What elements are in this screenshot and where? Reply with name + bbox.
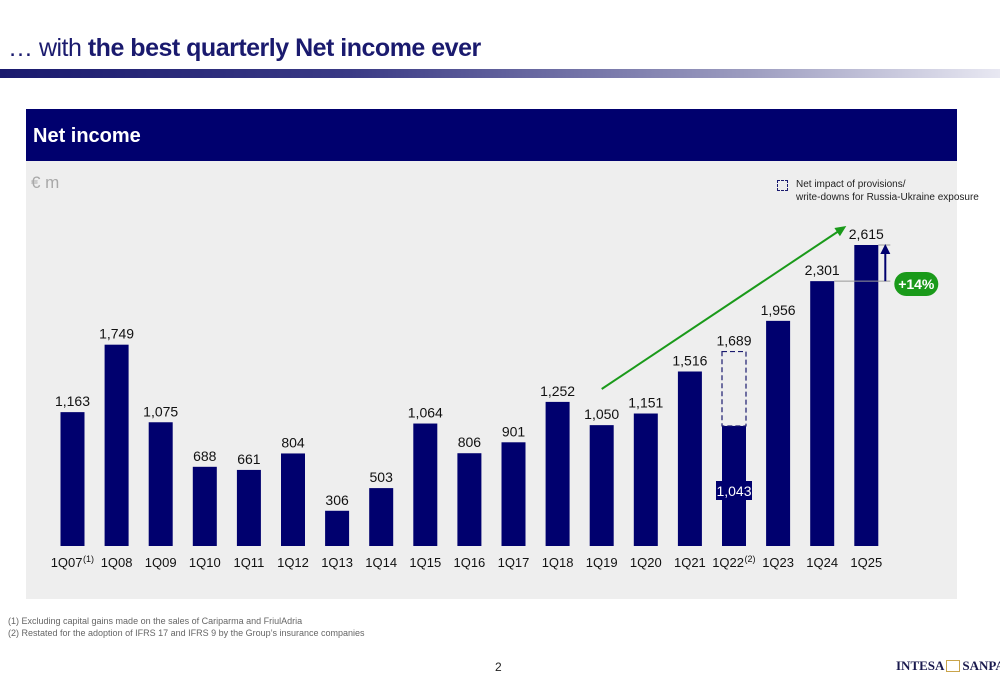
growth-badge [894, 272, 939, 296]
x-tick-1q08: 1Q08 [101, 555, 133, 570]
value-label-1q17: 901 [502, 423, 526, 439]
bar-1q08 [104, 344, 129, 546]
value-label-1q11: 661 [237, 451, 261, 467]
trend-arrow-line [601, 229, 841, 390]
logo-left-text: INTESA [896, 658, 945, 673]
x-tick-1q18: 1Q18 [542, 555, 574, 570]
x-tick-1q25: 1Q25 [850, 555, 882, 570]
bar-1q07 [60, 412, 85, 546]
x-tick-1q20: 1Q20 [630, 555, 662, 570]
page-title-main: the best quarterly Net income ever [87, 34, 481, 62]
x-tick-1q10: 1Q10 [189, 555, 221, 570]
growth-badge-label: +14% [898, 276, 935, 292]
value-label-1q19: 1,050 [584, 406, 619, 422]
page-title-prefix: … with [8, 34, 88, 62]
unit-label: € m [31, 173, 60, 192]
x-tick-1q15: 1Q15 [409, 555, 441, 570]
value-label-1q08: 1,749 [99, 326, 134, 342]
x-tick-1q21: 1Q21 [674, 555, 706, 570]
value-label-1q15: 1,064 [408, 405, 443, 421]
x-tick-1q09: 1Q09 [145, 555, 177, 570]
x-tick-1q12: 1Q12 [277, 555, 309, 570]
bar-1q14 [369, 488, 394, 546]
logo-mark-icon [946, 660, 961, 672]
value-label-1q13: 306 [325, 492, 349, 508]
value-label-1q18: 1,252 [540, 383, 575, 399]
x-tick-1q19: 1Q19 [586, 555, 618, 570]
x-tick-superscript-1q07: (1) [83, 554, 94, 564]
value-label-1q21: 1,516 [672, 353, 707, 369]
chart-panel: Net income € m Net impact of provisions/… [26, 109, 979, 599]
bar-1q21 [677, 371, 702, 546]
x-tick-1q24: 1Q24 [806, 555, 838, 570]
x-tick-1q14: 1Q14 [365, 555, 397, 570]
bar-1q10 [192, 466, 217, 546]
panel-title: Net income [33, 125, 141, 147]
x-tick-1q16: 1Q16 [453, 555, 485, 570]
legend-line-2: write-downs for Russia-Ukraine exposure [796, 192, 979, 203]
title-rule [0, 69, 1000, 78]
value-label-1q10: 688 [193, 448, 217, 464]
bar-1q09 [148, 422, 173, 546]
bar-1q17 [501, 442, 526, 546]
value-label-1q12: 804 [281, 434, 305, 450]
x-tick-superscript-1q22: (2) [745, 554, 756, 564]
adjusted-value-label: 1,689 [716, 333, 751, 349]
bar-1q16 [457, 453, 482, 546]
bar-1q23 [766, 320, 791, 546]
footnote-1: (1) Excluding capital gains made on the … [8, 616, 303, 626]
bar-1q24 [810, 281, 835, 546]
footnote-2: (2) Restated for the adoption of IFRS 17… [8, 628, 365, 638]
legend-text: Net impact of provisions/ write-downs fo… [796, 178, 979, 204]
adjusted-outline-1q22 [721, 350, 747, 427]
bar-1q18 [545, 401, 570, 546]
legend-line-1: Net impact of provisions/ [796, 179, 906, 190]
value-label-1q23: 1,956 [761, 302, 796, 318]
company-logo: INTESA SANPAOLO [896, 658, 1000, 674]
value-label-1q20: 1,151 [628, 395, 663, 411]
inner-label-bg [716, 481, 752, 500]
x-tick-1q07: 1Q07 [51, 555, 83, 570]
page-title: … with the best quarterly Net income eve… [8, 34, 481, 63]
panel-header: Net income [26, 109, 957, 161]
x-tick-1q23: 1Q23 [762, 555, 794, 570]
trend-arrow-head-icon [834, 226, 847, 237]
page-number: 2 [495, 660, 502, 674]
value-label-1q22: 1,043 [716, 483, 751, 499]
x-tick-1q11: 1Q11 [233, 555, 264, 570]
growth-arrow-up-icon [880, 244, 891, 254]
bar-1q13 [325, 510, 350, 546]
bar-1q12 [281, 453, 305, 546]
value-label-1q07: 1,163 [55, 393, 90, 409]
x-tick-1q17: 1Q17 [498, 555, 530, 570]
bar-1q25 [854, 245, 879, 546]
bar-1q15 [413, 423, 438, 546]
logo-right-text: SANPAOLO [962, 658, 1000, 673]
value-label-1q14: 503 [370, 469, 394, 485]
value-label-1q16: 806 [458, 434, 482, 450]
legend-dashed-box-icon [777, 180, 788, 191]
bar-1q19 [589, 425, 614, 546]
footnotes: (1) Excluding capital gains made on the … [8, 615, 365, 639]
bar-1q11 [236, 469, 261, 546]
value-label-1q25: 2,615 [849, 226, 884, 242]
x-tick-1q22: 1Q22 [712, 555, 744, 570]
bar-1q20 [633, 413, 658, 546]
x-tick-1q13: 1Q13 [321, 555, 353, 570]
value-label-1q24: 2,301 [805, 262, 840, 278]
value-label-1q09: 1,075 [143, 403, 178, 419]
